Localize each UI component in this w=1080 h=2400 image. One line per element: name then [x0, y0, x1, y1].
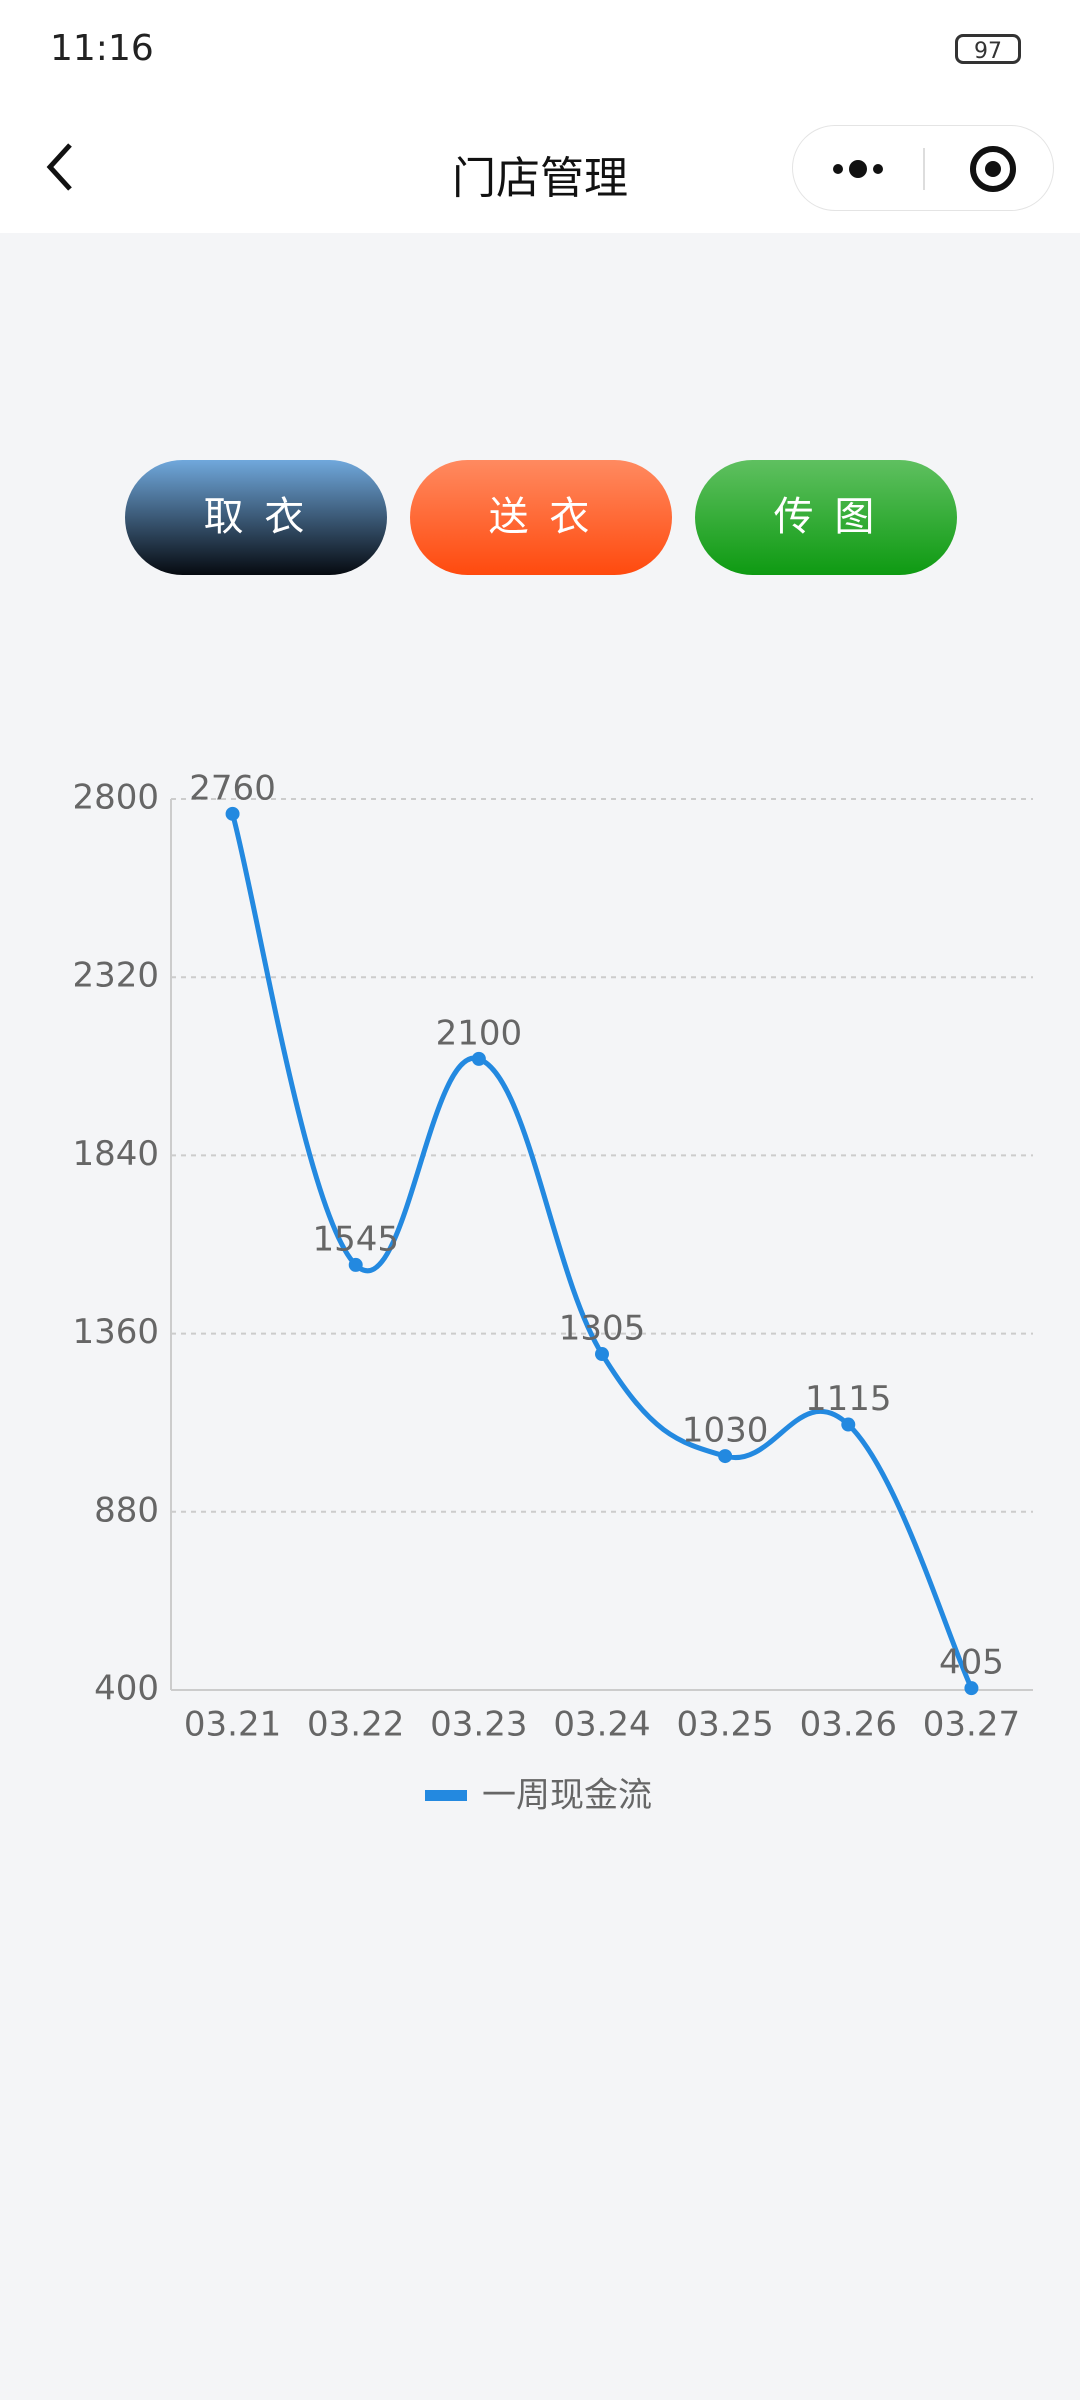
x-tick-label: 03.25 — [676, 1705, 773, 1745]
y-tick-label: 400 — [94, 1669, 159, 1709]
data-point — [964, 1681, 979, 1696]
pickup-button[interactable]: 取 衣 — [125, 460, 387, 575]
data-label: 2100 — [436, 1013, 523, 1053]
x-tick-label: 03.27 — [923, 1705, 1020, 1745]
data-point — [348, 1257, 363, 1272]
x-tick-label: 03.24 — [553, 1705, 650, 1745]
nav-bar: 门店管理 — [0, 100, 1080, 233]
data-label: 1030 — [682, 1411, 769, 1451]
x-tick-label: 03.23 — [430, 1705, 527, 1745]
back-button[interactable] — [42, 137, 82, 197]
status-time: 11:16 — [50, 28, 154, 69]
data-label: 2760 — [189, 768, 276, 808]
data-point — [225, 806, 240, 821]
x-tick-label: 03.26 — [800, 1705, 897, 1745]
y-tick-label: 2800 — [72, 778, 159, 818]
y-tick-label: 1840 — [72, 1134, 159, 1174]
data-label: 1305 — [559, 1309, 646, 1349]
upload-button[interactable]: 传 图 — [695, 460, 957, 575]
capsule-icons[interactable] — [793, 126, 1055, 212]
data-point — [718, 1449, 733, 1464]
x-tick-label: 03.22 — [307, 1705, 404, 1745]
data-label: 1545 — [312, 1219, 399, 1259]
data-label: 1115 — [805, 1379, 892, 1419]
y-tick-label: 1360 — [72, 1312, 159, 1352]
legend-swatch — [425, 1790, 467, 1801]
legend-label: 一周现金流 — [482, 1776, 652, 1816]
deliver-button[interactable]: 送 衣 — [410, 460, 672, 575]
y-tick-label: 880 — [94, 1490, 159, 1530]
capsule — [792, 125, 1054, 211]
data-point — [841, 1417, 856, 1432]
nav-title: 门店管理 — [452, 153, 628, 204]
status-bar: 11:16 97 — [0, 0, 1080, 100]
data-label: 405 — [939, 1643, 1004, 1683]
x-tick-label: 03.21 — [184, 1705, 281, 1745]
data-point — [595, 1347, 609, 1362]
y-tick-label: 2320 — [72, 956, 159, 996]
data-point — [471, 1051, 486, 1066]
battery: 97 — [955, 34, 1021, 64]
